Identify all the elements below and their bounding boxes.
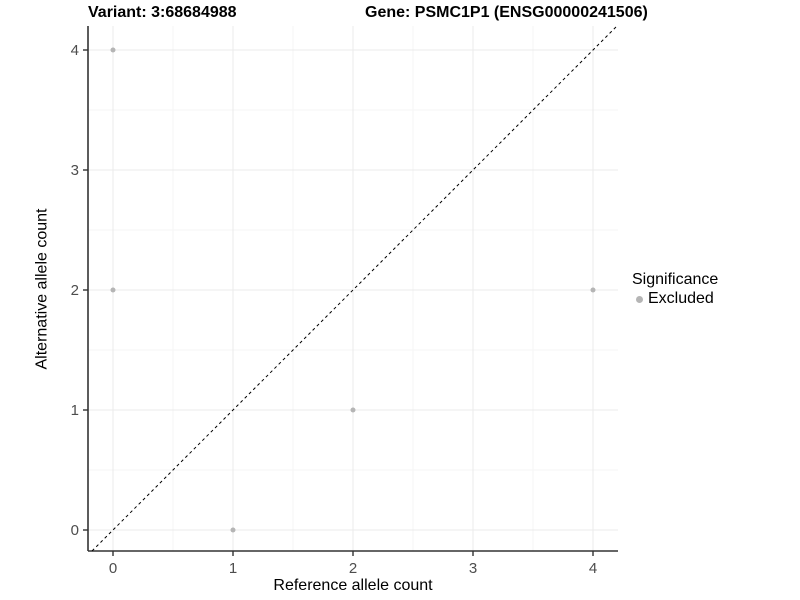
- x-tick-label: 3: [469, 560, 477, 577]
- y-axis-title: Alternative allele count: [33, 208, 51, 370]
- x-axis-title: Reference allele count: [273, 577, 433, 594]
- data-point: [350, 407, 356, 413]
- data-point: [110, 47, 116, 53]
- data-point: [230, 527, 236, 533]
- legend-point-icon: [636, 295, 643, 303]
- legend-title: Significance: [632, 271, 719, 288]
- x-tick-label: 0: [109, 560, 117, 577]
- y-tick-label: 2: [71, 282, 79, 299]
- x-tick-label: 1: [229, 560, 237, 577]
- plot-title-gene: Gene: PSMC1P1 (ENSG00000241506): [365, 4, 648, 21]
- data-point: [590, 287, 596, 293]
- plot-title-variant: Variant: 3:68684988: [88, 4, 237, 21]
- y-tick-label: 1: [71, 402, 79, 419]
- x-tick-label: 2: [349, 560, 357, 577]
- legend-item-excluded: Excluded: [632, 290, 718, 308]
- y-tick-label: 4: [71, 42, 79, 59]
- identity-line: [91, 25, 618, 552]
- y-tick-label: 3: [71, 162, 79, 179]
- data-point: [110, 287, 116, 293]
- legend-item-label: Excluded: [648, 290, 714, 307]
- y-tick-label: 0: [71, 522, 79, 539]
- x-tick-label: 4: [589, 560, 597, 577]
- legend: Significance Excluded: [632, 271, 718, 308]
